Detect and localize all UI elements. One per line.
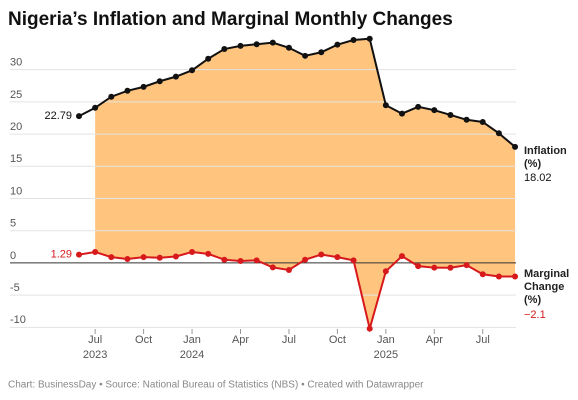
point: [237, 42, 244, 49]
chart-title: Nigeria’s Inflation and Marginal Monthly…: [8, 9, 453, 30]
x-year-label: 2024: [180, 349, 204, 361]
y-tick-label: 5: [10, 218, 16, 230]
point: [350, 37, 357, 44]
end-value-label: −2.1: [524, 309, 546, 321]
point: [285, 267, 292, 274]
y-tick-label: 10: [10, 185, 22, 197]
series-label: Inflation (%): [524, 145, 567, 170]
start-label: 22.79: [44, 110, 72, 122]
point: [479, 118, 486, 125]
point: [221, 256, 228, 263]
point: [205, 250, 212, 257]
point: [415, 263, 422, 270]
x-year-label: 2025: [374, 349, 398, 361]
point: [399, 110, 405, 117]
point: [302, 52, 309, 59]
point: [334, 41, 341, 48]
start-label: 1.29: [51, 249, 72, 261]
series-line: [78, 37, 516, 148]
point: [189, 248, 196, 255]
point: [172, 253, 179, 260]
point: [382, 268, 389, 275]
point: [269, 39, 276, 46]
point: [431, 264, 438, 271]
point: [479, 271, 486, 278]
x-tick-label: Jan: [183, 334, 201, 346]
point: [108, 254, 115, 261]
point: [76, 113, 82, 120]
point: [447, 111, 454, 118]
point: [318, 251, 325, 258]
point: [366, 35, 373, 42]
point: [237, 257, 244, 264]
series-label: Marginal Change (%): [524, 268, 570, 306]
point: [415, 103, 422, 110]
point: [463, 262, 470, 269]
y-tick-label: 25: [10, 89, 22, 101]
point: [285, 44, 292, 51]
point: [463, 116, 470, 123]
point: [399, 253, 405, 260]
point: [253, 257, 260, 264]
x-tick-label: Apr: [426, 334, 443, 346]
point: [92, 104, 99, 111]
point: [172, 73, 179, 80]
x-tick-label: Jul: [476, 334, 490, 346]
point: [302, 256, 309, 263]
point: [124, 87, 131, 94]
point: [495, 273, 502, 280]
y-tick-label: -5: [10, 282, 20, 294]
x-tick-label: Apr: [232, 334, 249, 346]
point: [205, 55, 212, 62]
point: [108, 93, 115, 100]
point: [382, 102, 389, 109]
point: [495, 130, 502, 137]
x-tick-label: Oct: [329, 334, 346, 346]
x-tick-label: Jul: [282, 334, 296, 346]
x-tick-label: Jul: [88, 334, 102, 346]
point: [92, 248, 99, 255]
point: [431, 107, 438, 114]
point: [156, 254, 163, 261]
point: [334, 254, 341, 261]
point: [350, 257, 357, 264]
point: [447, 264, 454, 271]
point: [512, 143, 519, 150]
x-tick-label: Oct: [135, 334, 152, 346]
y-tick-label: 20: [10, 121, 22, 133]
point: [366, 325, 373, 332]
point: [512, 273, 519, 280]
y-tick-label: 0: [10, 250, 16, 262]
point: [269, 264, 276, 271]
x-year-label: 2023: [83, 349, 107, 361]
point: [76, 251, 82, 258]
x-tick-label: Jan: [377, 334, 395, 346]
point: [140, 254, 147, 261]
y-tick-label: 15: [10, 153, 22, 165]
series-line: [78, 250, 516, 333]
point: [140, 83, 147, 90]
point: [253, 41, 260, 48]
source: Chart: BusinessDay • Source: National Bu…: [8, 380, 424, 391]
y-tick-label: 30: [10, 57, 22, 69]
point: [221, 46, 228, 53]
end-value-label: 18.02: [524, 172, 552, 184]
point: [189, 67, 196, 74]
point: [318, 49, 325, 56]
y-tick-label: -10: [10, 314, 26, 326]
point: [124, 256, 131, 263]
point: [156, 78, 163, 85]
